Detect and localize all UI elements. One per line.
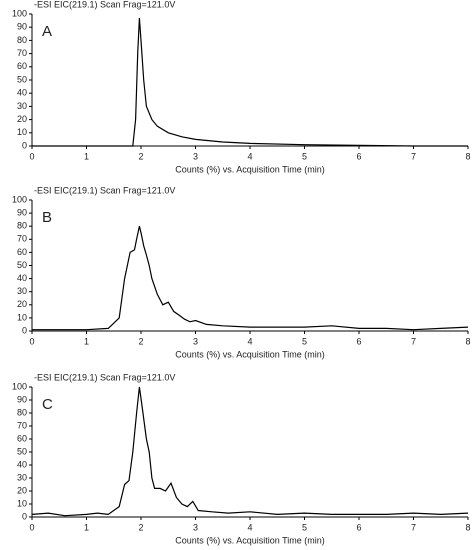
x-tick-label: 8 — [465, 522, 470, 532]
x-tick-label: 7 — [411, 336, 416, 346]
y-tick-label: 80 — [17, 407, 27, 417]
y-tick-label: 100 — [12, 381, 27, 391]
y-tick-label: 60 — [17, 433, 27, 443]
x-tick-label: 8 — [465, 336, 470, 346]
y-tick-label: 0 — [22, 325, 27, 335]
x-axis-label: Counts (%) vs. Acquisition Time (min) — [175, 164, 325, 174]
panel-title: -ESI EIC(219.1) Scan Frag=121.0V — [34, 185, 175, 195]
y-tick-label: 90 — [17, 207, 27, 217]
y-tick-label: 40 — [17, 88, 27, 98]
x-tick-label: 0 — [29, 151, 34, 161]
y-tick-label: 90 — [17, 394, 27, 404]
x-tick-label: 4 — [247, 522, 252, 532]
y-tick-label: 60 — [17, 247, 27, 257]
y-tick-label: 50 — [17, 74, 27, 84]
y-tick-label: 40 — [17, 459, 27, 469]
y-tick-label: 10 — [17, 127, 27, 137]
x-tick-label: 3 — [193, 522, 198, 532]
y-tick-label: 40 — [17, 273, 27, 283]
panel-letter: B — [42, 209, 52, 226]
x-tick-label: 2 — [138, 151, 143, 161]
y-tick-label: 20 — [17, 485, 27, 495]
y-tick-label: 10 — [17, 312, 27, 322]
y-tick-label: 70 — [17, 234, 27, 244]
x-tick-label: 0 — [29, 522, 34, 532]
panel-letter: A — [42, 23, 52, 40]
x-tick-label: 8 — [465, 151, 470, 161]
x-tick-label: 3 — [193, 151, 198, 161]
y-tick-label: 0 — [22, 140, 27, 150]
x-tick-label: 5 — [302, 336, 307, 346]
x-tick-label: 1 — [84, 336, 89, 346]
x-tick-label: 5 — [302, 522, 307, 532]
y-tick-label: 20 — [17, 299, 27, 309]
x-tick-label: 5 — [302, 151, 307, 161]
x-tick-label: 6 — [356, 522, 361, 532]
trace — [32, 226, 469, 331]
x-tick-label: 7 — [411, 151, 416, 161]
y-tick-label: 70 — [17, 420, 27, 430]
y-tick-label: 100 — [12, 8, 27, 18]
x-tick-label: 0 — [29, 336, 34, 346]
x-tick-label: 1 — [84, 151, 89, 161]
x-tick-label: 6 — [356, 151, 361, 161]
x-tick-label: 6 — [356, 336, 361, 346]
panel-title: -ESI EIC(219.1) Scan Frag=121.0V — [34, 372, 175, 382]
x-tick-label: 1 — [84, 522, 89, 532]
x-tick-label: 4 — [247, 336, 252, 346]
panel-title: -ESI EIC(219.1) Scan Frag=121.0V — [34, 0, 175, 9]
y-tick-label: 60 — [17, 61, 27, 71]
y-tick-label: 50 — [17, 446, 27, 456]
y-tick-label: 10 — [17, 498, 27, 508]
x-axis-label: Counts (%) vs. Acquisition Time (min) — [175, 349, 325, 359]
y-tick-label: 100 — [12, 194, 27, 204]
x-axis-label: Counts (%) vs. Acquisition Time (min) — [175, 535, 325, 545]
y-tick-label: 80 — [17, 35, 27, 45]
x-tick-label: 4 — [247, 151, 252, 161]
y-tick-label: 0 — [22, 511, 27, 521]
y-tick-label: 50 — [17, 260, 27, 270]
trace — [32, 17, 468, 147]
y-tick-label: 30 — [17, 101, 27, 111]
x-tick-label: 2 — [138, 522, 143, 532]
y-tick-label: 70 — [17, 48, 27, 58]
trace — [31, 386, 469, 517]
y-tick-label: 30 — [17, 286, 27, 296]
y-tick-label: 30 — [17, 472, 27, 482]
y-tick-label: 90 — [17, 22, 27, 32]
panel-letter: C — [42, 396, 53, 413]
x-tick-label: 2 — [138, 336, 143, 346]
y-tick-label: 80 — [17, 221, 27, 231]
y-tick-label: 20 — [17, 114, 27, 124]
x-tick-label: 3 — [193, 336, 198, 346]
x-tick-label: 7 — [411, 522, 416, 532]
